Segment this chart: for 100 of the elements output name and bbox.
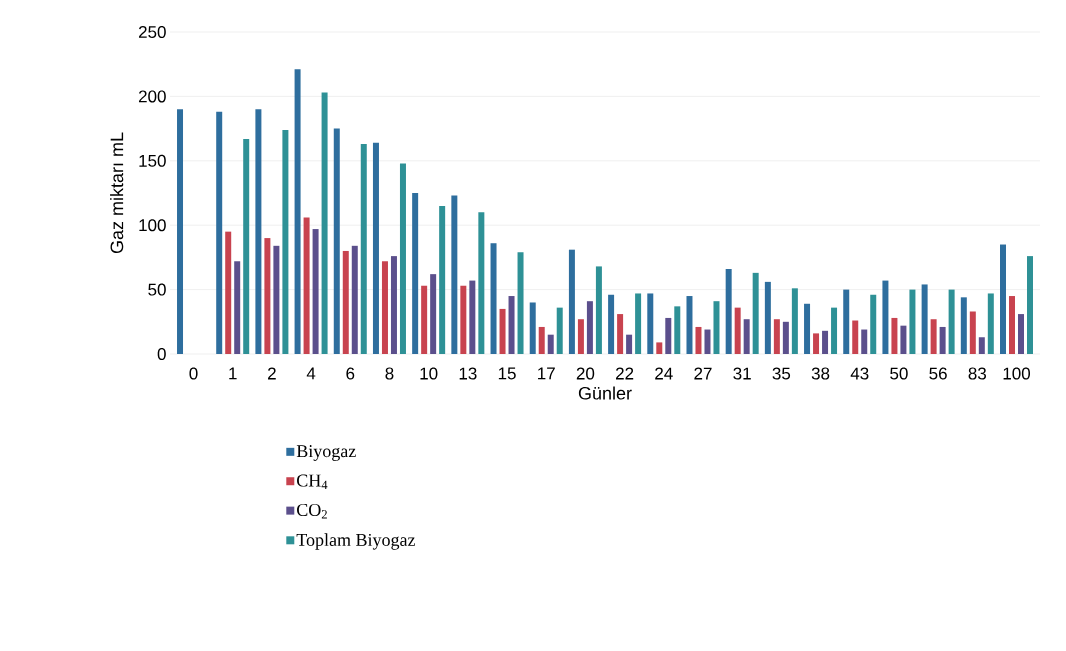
x-tick-label: 43 xyxy=(850,367,869,380)
bar xyxy=(430,274,437,354)
bar xyxy=(508,296,515,354)
bar xyxy=(399,163,406,354)
bar xyxy=(764,281,771,354)
bar xyxy=(421,285,428,354)
bar xyxy=(225,231,232,354)
bar xyxy=(360,144,367,354)
x-tick-label: 2 xyxy=(268,367,276,380)
bar xyxy=(843,289,850,354)
bar xyxy=(948,289,955,354)
bar xyxy=(1000,244,1006,354)
bar xyxy=(713,301,720,354)
x-tick-label: 4 xyxy=(306,367,316,380)
bar xyxy=(538,326,545,354)
x-tick-label: 8 xyxy=(385,367,394,380)
bar xyxy=(704,329,711,354)
bar xyxy=(568,249,575,354)
bar xyxy=(734,307,741,354)
bar xyxy=(234,261,241,354)
bar xyxy=(891,317,898,354)
x-axis-title: Günler xyxy=(578,386,632,400)
bar xyxy=(626,334,633,354)
bar xyxy=(773,319,780,354)
bar xyxy=(243,138,250,354)
bar xyxy=(647,293,654,354)
bar xyxy=(882,280,889,354)
bar xyxy=(752,272,759,354)
bar xyxy=(412,193,419,354)
x-tick-label: 13 xyxy=(459,367,477,380)
bar xyxy=(577,319,584,354)
bar xyxy=(635,293,642,354)
x-tick-label: 83 xyxy=(968,367,987,380)
bar xyxy=(921,284,928,354)
y-tick-label: 100 xyxy=(139,219,166,232)
x-tick-label: 24 xyxy=(655,367,673,380)
legend-label: CO$_{2}$ xyxy=(297,503,327,519)
bar xyxy=(870,294,877,354)
bar xyxy=(909,289,916,354)
bar xyxy=(656,342,663,354)
bar xyxy=(478,212,485,354)
bar xyxy=(608,294,615,354)
x-tick-label: 6 xyxy=(346,367,355,380)
bar xyxy=(1027,256,1033,354)
x-tick-label: 22 xyxy=(616,367,634,380)
bar xyxy=(529,302,536,354)
y-tick-label: 50 xyxy=(148,283,166,296)
x-tick-label: 20 xyxy=(576,367,595,380)
bar xyxy=(969,311,976,354)
bar xyxy=(490,243,497,354)
bar xyxy=(1018,314,1024,354)
bar xyxy=(686,296,693,354)
bar xyxy=(351,245,358,354)
bar xyxy=(451,195,458,354)
bar xyxy=(381,261,388,354)
bar xyxy=(177,109,184,354)
bar xyxy=(791,288,798,354)
bar xyxy=(960,297,967,354)
bar xyxy=(930,319,937,354)
x-tick-label: 27 xyxy=(694,367,712,380)
bar xyxy=(216,111,223,354)
x-tick-label: 1 xyxy=(229,367,237,380)
bar xyxy=(372,142,379,354)
legend-label: Toplam Biyogaz xyxy=(296,533,416,550)
bar xyxy=(333,128,340,354)
bar xyxy=(939,326,946,354)
bar xyxy=(595,266,602,354)
bar xyxy=(282,129,289,354)
bar xyxy=(439,205,446,354)
bar xyxy=(813,333,820,354)
bar xyxy=(303,217,310,354)
x-tick-label: 15 xyxy=(498,367,516,380)
y-tick-label: 250 xyxy=(138,25,166,39)
bar xyxy=(987,293,994,354)
bar xyxy=(665,317,672,354)
bar xyxy=(743,319,750,354)
y-tick-label: 200 xyxy=(138,90,166,103)
x-tick-label: 10 xyxy=(420,367,438,380)
bar xyxy=(517,252,524,354)
bar xyxy=(547,334,554,354)
bar xyxy=(255,109,262,354)
x-tick-label: 0 xyxy=(189,367,198,380)
bar xyxy=(469,280,476,354)
bar xyxy=(1009,296,1015,354)
bar xyxy=(342,250,349,354)
bar xyxy=(900,325,907,354)
x-tick-label: 100 xyxy=(1003,367,1031,380)
bar xyxy=(499,308,506,354)
bar xyxy=(804,303,811,354)
bar xyxy=(390,256,397,354)
bar xyxy=(321,92,328,354)
bar xyxy=(556,307,563,354)
bar xyxy=(695,326,702,354)
x-tick-label: 50 xyxy=(890,367,908,380)
bar xyxy=(861,329,868,354)
bar xyxy=(852,320,859,354)
legend-label: CH$_{4}$ xyxy=(297,474,328,490)
x-tick-label: 56 xyxy=(929,367,947,380)
y-tick-label: 0 xyxy=(157,347,166,361)
bar xyxy=(831,307,838,354)
